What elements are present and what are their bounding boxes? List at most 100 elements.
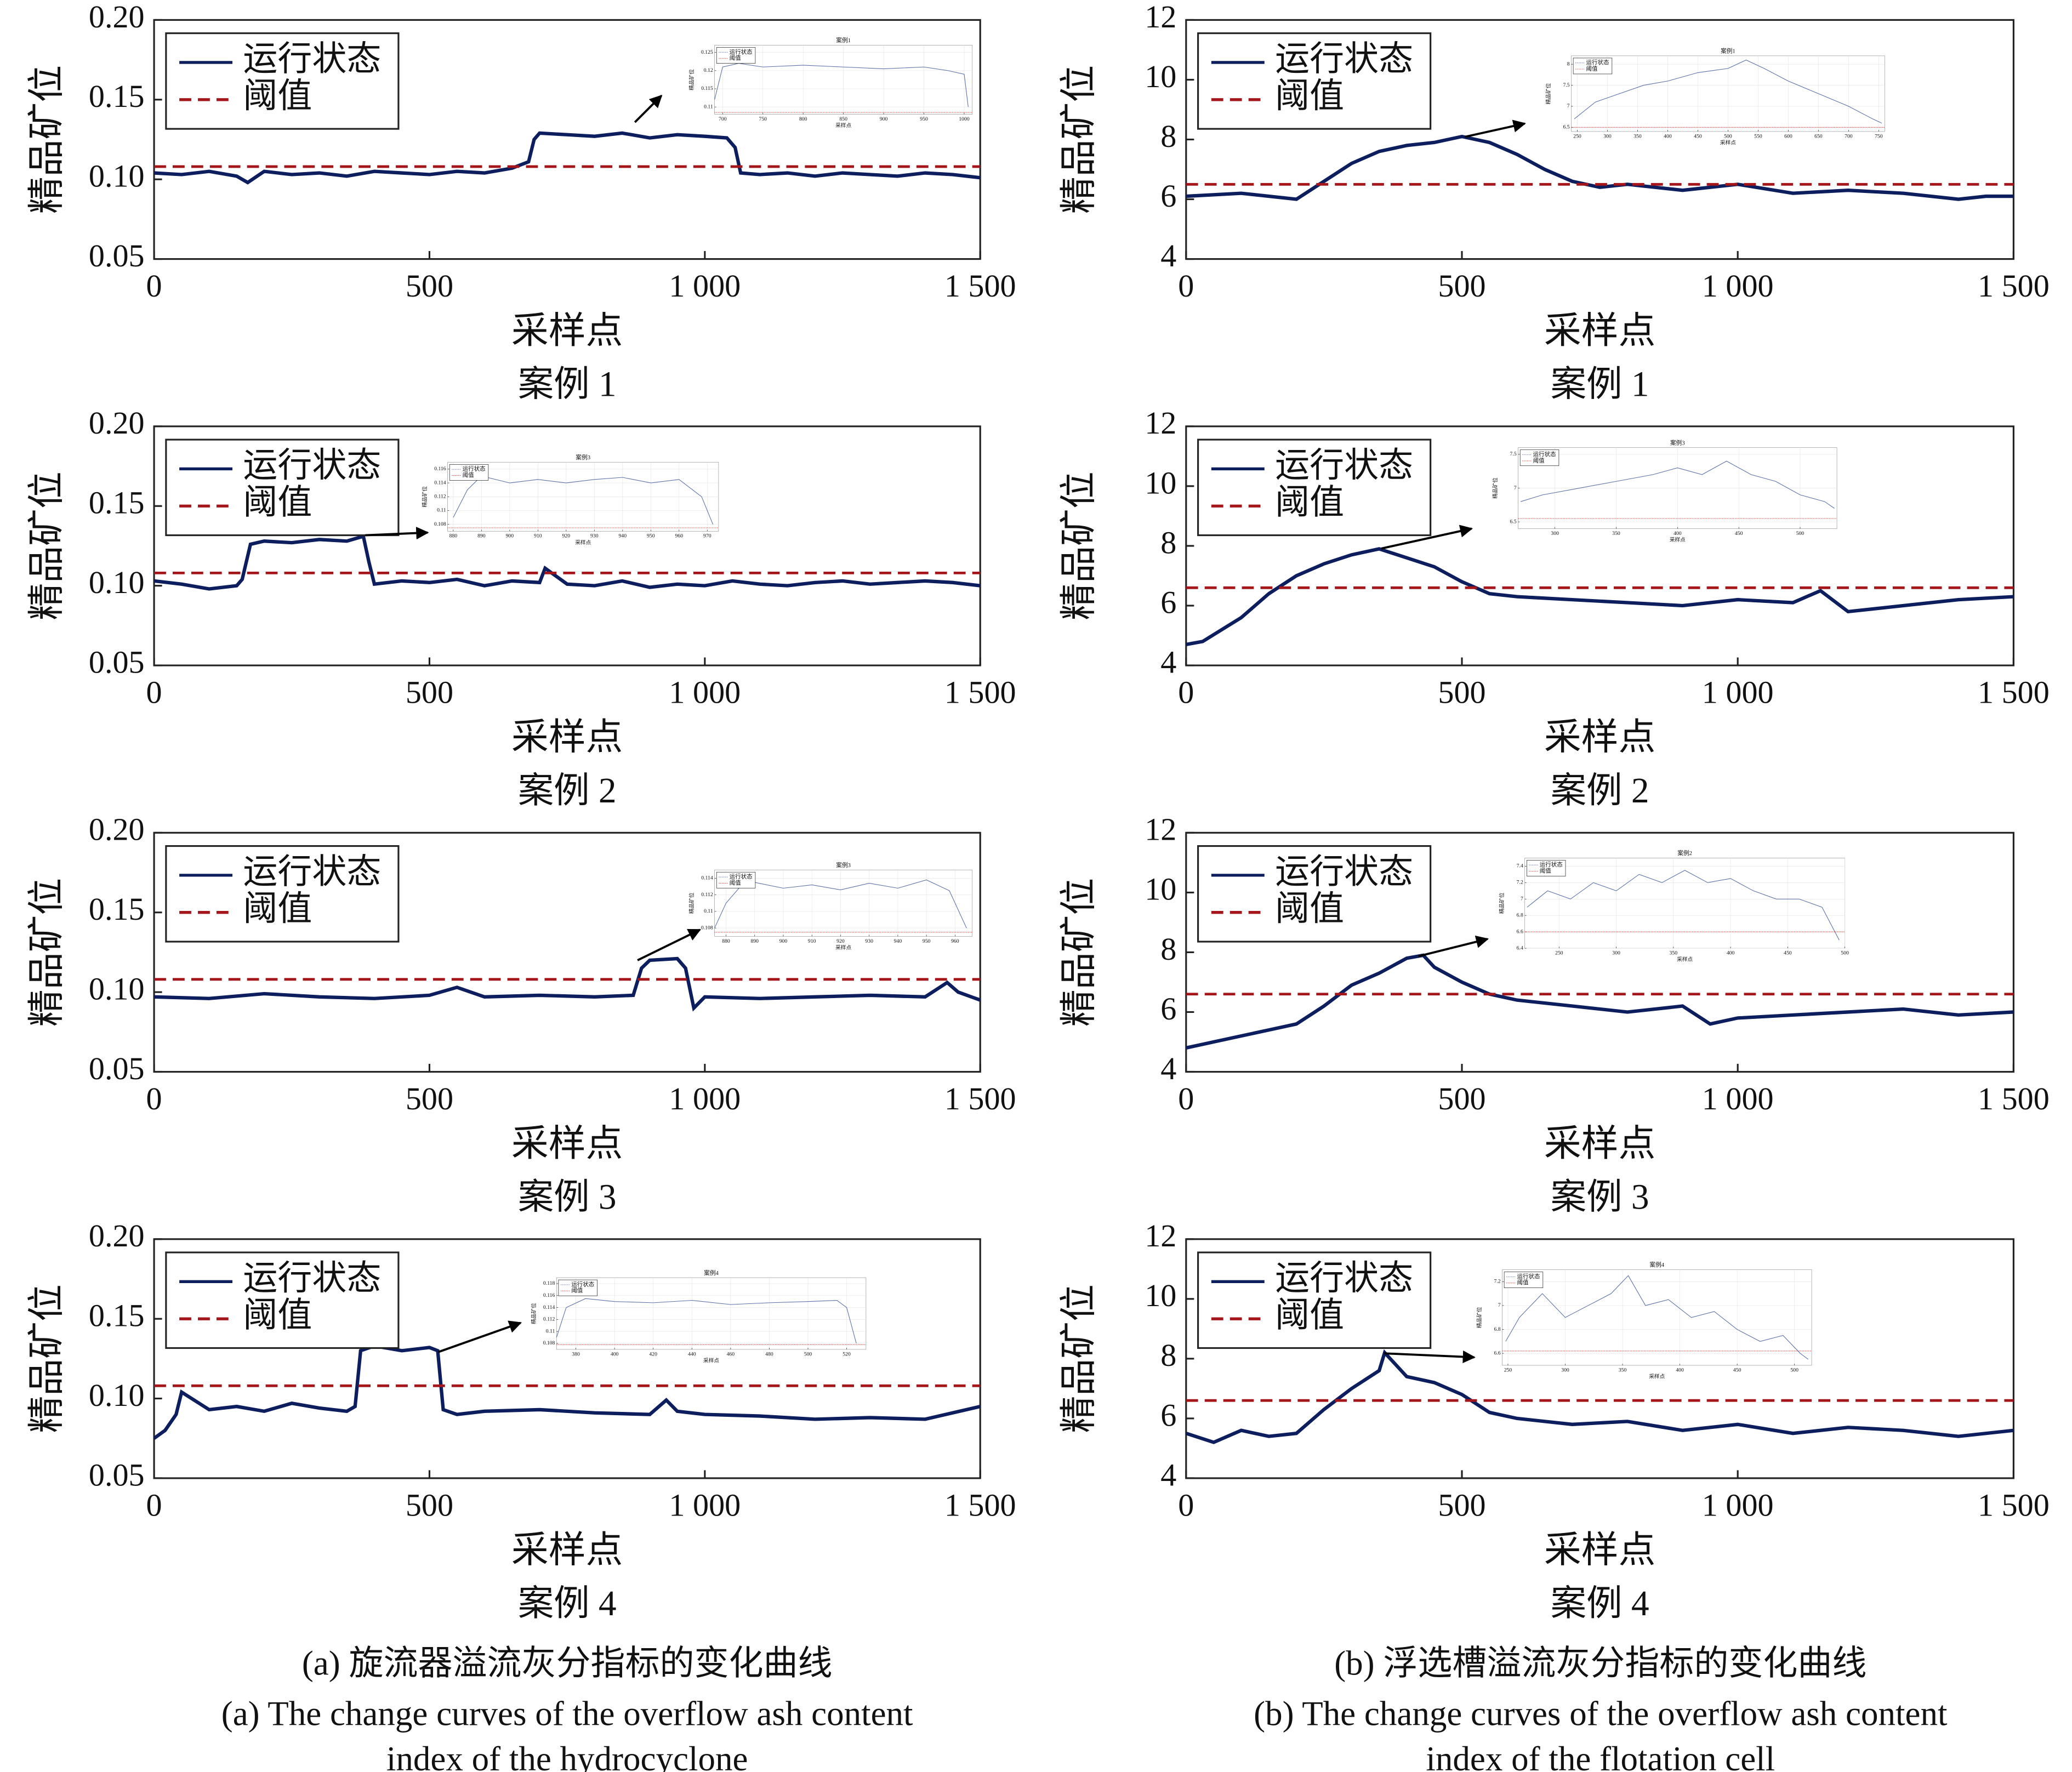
x-tick-label: 420 xyxy=(649,1351,657,1357)
x-tick-label: 250 xyxy=(1573,133,1581,139)
inset-title: 案例3 xyxy=(1670,439,1685,446)
legend-label: 运行状态 xyxy=(243,39,381,78)
x-tick-label: 1 500 xyxy=(944,268,1016,304)
inset-title: 案例2 xyxy=(1677,850,1692,857)
y-tick-label: 0.20 xyxy=(89,405,145,441)
x-tick-label: 400 xyxy=(1727,950,1735,956)
legend-label: 运行状态 xyxy=(730,48,753,55)
y-axis-label: 精品矿位 xyxy=(688,69,695,90)
legend-label: 阈值 xyxy=(1517,1279,1529,1286)
x-tick-label: 300 xyxy=(1603,133,1612,139)
y-tick-label: 8 xyxy=(1160,1337,1176,1373)
inset-title: 案例1 xyxy=(1721,48,1735,55)
y-tick-label: 7 xyxy=(1521,896,1523,902)
legend-label: 阈值 xyxy=(730,879,742,886)
x-tick-label: 0 xyxy=(1178,268,1194,304)
x-tick-label: 900 xyxy=(506,533,514,539)
caption-en: (a) The change curves of the overflow as… xyxy=(221,1695,913,1733)
legend-label: 阈值 xyxy=(243,483,312,522)
annotation-arrow xyxy=(437,1320,522,1353)
legend-label: 阈值 xyxy=(243,1296,312,1335)
x-tick-label: 880 xyxy=(449,533,458,539)
legend-box xyxy=(1197,1251,1432,1349)
y-tick-label: 0.114 xyxy=(434,480,446,486)
y-tick-label: 7.5 xyxy=(1563,82,1569,88)
x-axis-label: 采样点 xyxy=(703,1357,719,1364)
x-tick-label: 970 xyxy=(703,533,711,539)
y-tick-label: 0.05 xyxy=(89,1457,145,1492)
x-tick-label: 1 500 xyxy=(944,1488,1016,1523)
x-tick-label: 0 xyxy=(1178,675,1194,710)
subplot-caption: 案例 3 xyxy=(518,1178,617,1217)
y-tick-label: 0.15 xyxy=(89,891,145,927)
inset-plot-area xyxy=(1502,1269,1812,1366)
x-tick-label: 940 xyxy=(619,533,627,539)
y-tick-label: 6 xyxy=(1160,178,1176,214)
x-tick-label: 850 xyxy=(839,116,847,122)
y-tick-label: 6.8 xyxy=(1517,912,1523,918)
inset-title: 案例4 xyxy=(1649,1261,1664,1268)
legend-label: 阈值 xyxy=(463,471,474,478)
y-tick-label: 12 xyxy=(1145,1218,1176,1253)
y-axis-label: 精品矿位 xyxy=(1058,471,1099,620)
x-tick-label: 0 xyxy=(1178,1081,1194,1116)
x-tick-label: 1 000 xyxy=(1702,268,1774,304)
x-tick-label: 800 xyxy=(799,116,807,122)
y-tick-label: 6.6 xyxy=(1494,1350,1500,1356)
x-tick-label: 910 xyxy=(534,533,542,539)
legend-box xyxy=(165,32,400,130)
series-line xyxy=(153,956,981,1012)
x-tick-label: 960 xyxy=(951,938,959,944)
annotation-arrow xyxy=(634,94,663,123)
x-axis-label: 采样点 xyxy=(1670,536,1686,543)
x-tick-label: 1 000 xyxy=(669,675,741,710)
y-tick-label: 0.11 xyxy=(546,1328,555,1334)
y-axis-label: 精品矿位 xyxy=(421,486,428,508)
x-tick-label: 0 xyxy=(146,268,162,304)
y-tick-label: 7.4 xyxy=(1517,863,1523,869)
x-tick-label: 900 xyxy=(880,116,888,122)
x-axis-label: 采样点 xyxy=(1544,310,1656,351)
legend-box xyxy=(1504,1272,1544,1289)
y-tick-label: 6.6 xyxy=(1517,928,1523,935)
x-tick-label: 500 xyxy=(1438,1488,1485,1523)
subplot-caption: 案例 3 xyxy=(1551,1178,1649,1217)
x-tick-label: 950 xyxy=(920,116,928,122)
y-tick-label: 6.5 xyxy=(1510,519,1517,525)
y-tick-label: 0.112 xyxy=(701,892,713,898)
x-tick-label: 600 xyxy=(1784,133,1792,139)
x-tick-label: 1 000 xyxy=(1702,675,1774,710)
x-tick-label: 920 xyxy=(836,938,845,944)
legend-label: 运行状态 xyxy=(463,465,486,472)
x-axis-label: 采样点 xyxy=(1544,1530,1656,1571)
y-tick-label: 0.108 xyxy=(434,521,446,527)
x-tick-label: 520 xyxy=(843,1351,851,1357)
inset-title: 案例3 xyxy=(576,454,590,461)
y-tick-label: 6.4 xyxy=(1517,945,1523,951)
annotation-arrow xyxy=(1465,119,1526,138)
x-axis-label: 采样点 xyxy=(835,944,851,951)
series-line xyxy=(153,131,981,185)
x-tick-label: 350 xyxy=(1612,531,1620,537)
legend-label: 运行状态 xyxy=(1275,39,1413,78)
y-tick-label: 4 xyxy=(1160,1051,1176,1086)
x-tick-label: 650 xyxy=(1814,133,1823,139)
x-tick-label: 460 xyxy=(727,1351,735,1357)
x-tick-label: 960 xyxy=(675,533,684,539)
series-line xyxy=(153,1344,981,1440)
legend-box xyxy=(1197,845,1432,943)
x-tick-label: 500 xyxy=(1796,531,1805,537)
x-axis-label: 采样点 xyxy=(511,310,623,351)
x-axis-label: 采样点 xyxy=(575,539,591,546)
x-tick-label: 940 xyxy=(894,938,902,944)
y-tick-label: 0.05 xyxy=(89,644,145,680)
y-tick-label: 0.05 xyxy=(89,238,145,274)
y-tick-label: 6 xyxy=(1160,584,1176,620)
subplot-caption: 案例 1 xyxy=(518,365,617,404)
x-tick-label: 750 xyxy=(1875,133,1883,139)
legend-label: 阈值 xyxy=(1533,457,1545,464)
y-tick-label: 0.15 xyxy=(89,78,145,114)
x-tick-label: 250 xyxy=(1504,1367,1512,1373)
x-tick-label: 930 xyxy=(590,533,599,539)
y-tick-label: 0.108 xyxy=(701,925,713,931)
